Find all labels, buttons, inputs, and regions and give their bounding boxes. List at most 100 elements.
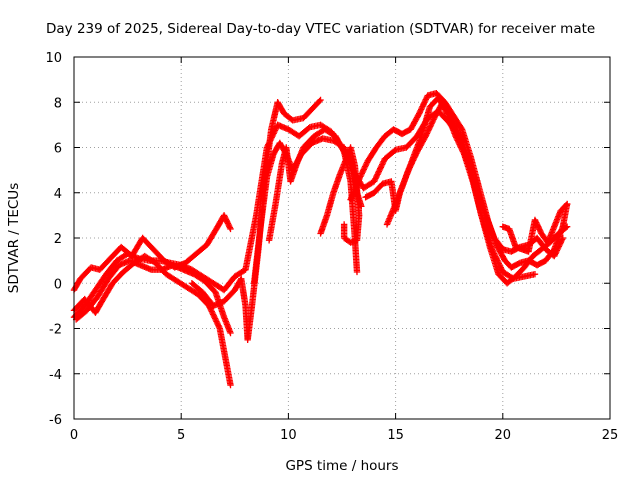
x-tick-label: 25 (602, 428, 619, 443)
data-point-mark (208, 308, 215, 315)
data-point-mark (422, 96, 429, 103)
data-point-mark (374, 171, 381, 178)
series-sat-track-5 (188, 96, 324, 344)
data-point-mark (359, 169, 366, 176)
y-tick-label: 4 (54, 187, 62, 202)
data-point-mark (376, 166, 383, 174)
data-point-mark (356, 174, 364, 181)
x-tick-labels: 0 5 10 15 20 25 (70, 428, 618, 443)
data-point-mark (361, 164, 368, 172)
x-tick-label: 5 (177, 428, 185, 443)
data-point-mark (459, 146, 466, 154)
data-point-mark (556, 240, 564, 247)
data-point-mark (555, 244, 562, 251)
data-point-mark (460, 149, 467, 157)
data-point-mark (357, 171, 365, 179)
data-point-mark (380, 158, 387, 165)
data-point-mark (210, 312, 217, 319)
data-point-mark (558, 236, 566, 243)
data-point-mark (215, 322, 222, 329)
data-point-mark (207, 305, 214, 312)
data-point-mark (340, 147, 347, 154)
data-point-mark (553, 248, 560, 256)
data-point-mark (361, 163, 369, 170)
data-point-mark (377, 164, 385, 171)
data-point-mark (415, 110, 423, 117)
x-tick-label: 20 (495, 428, 512, 443)
data-point-mark (373, 172, 381, 179)
series-sat-track-12 (499, 200, 571, 255)
series-sat-track-10 (362, 99, 567, 260)
data-point-mark (372, 173, 380, 181)
data-point-mark (317, 96, 324, 104)
data-point-mark (428, 120, 435, 127)
series-sat-track-9 (347, 90, 571, 271)
x-tick-label: 15 (387, 428, 404, 443)
data-point-mark (455, 139, 463, 147)
data-point-mark (211, 315, 219, 322)
x-axis-label: GPS time / hours (285, 458, 398, 474)
series-sat-track-2 (70, 212, 234, 294)
data-point-mark (429, 117, 437, 125)
data-point-mark (420, 100, 428, 108)
data-point-mark (212, 316, 219, 324)
data-point-mark (316, 97, 323, 105)
data-point-mark (419, 103, 426, 110)
chart-title: Day 239 of 2025, Sidereal Day-to-day VTE… (46, 21, 595, 37)
data-point-mark (556, 241, 563, 249)
data-point-mark (563, 223, 571, 230)
data-point-mark (359, 167, 367, 175)
data-point-mark (552, 250, 559, 257)
data-point-mark (427, 123, 434, 130)
data-point-mark (453, 134, 460, 141)
y-tick-label: 8 (54, 96, 62, 111)
data-point-mark (559, 234, 567, 242)
data-point-mark (459, 148, 467, 155)
data-point-mark (457, 144, 465, 151)
data-point-mark (416, 108, 424, 116)
data-point-mark (551, 251, 559, 258)
data-point-mark (421, 99, 428, 106)
y-tick-label: -6 (49, 413, 62, 428)
data-point-mark (227, 329, 234, 337)
data-point-mark (426, 124, 433, 132)
data-point-mark (213, 319, 221, 327)
data-point-mark (456, 141, 463, 148)
data-point-mark (357, 173, 364, 180)
y-tick-label: 2 (54, 232, 62, 247)
data-point-mark (371, 176, 379, 184)
x-tick-label: 10 (280, 428, 297, 443)
y-tick-label: 6 (54, 142, 62, 157)
data-point-mark (551, 252, 558, 260)
data-point-mark (531, 271, 539, 278)
plot-frame (73, 56, 611, 420)
data-point-mark (557, 238, 565, 246)
data-point-mark (360, 166, 367, 173)
series-sat-track-3 (70, 252, 234, 389)
y-tick-label: -4 (49, 368, 62, 383)
data-point-mark (362, 162, 369, 169)
data-point-mark (419, 102, 427, 109)
data-point-mark (421, 97, 429, 105)
data-point-mark (363, 160, 370, 168)
data-point-mark (374, 169, 382, 177)
y-tick-label: 10 (45, 51, 62, 66)
data-point-mark (558, 237, 565, 244)
y-tick-label: -2 (49, 323, 62, 338)
data-point-mark (555, 243, 563, 250)
data-point-mark (340, 221, 348, 228)
data-point-mark (209, 309, 216, 317)
data-point-mark (353, 268, 361, 276)
data-point-mark (554, 245, 561, 253)
data-point-mark (562, 224, 570, 231)
plot-marks (70, 90, 571, 389)
data-point-mark (355, 175, 363, 183)
y-tick-labels: -6 -4 -2 0 2 4 6 8 10 (45, 51, 62, 428)
data-point-mark (553, 247, 561, 254)
data-point-mark (213, 318, 220, 325)
data-point-mark (427, 121, 435, 129)
y-axis-label: SDTVAR / TECUs (6, 183, 22, 293)
data-point-mark (207, 306, 215, 314)
data-point-mark (375, 168, 383, 175)
